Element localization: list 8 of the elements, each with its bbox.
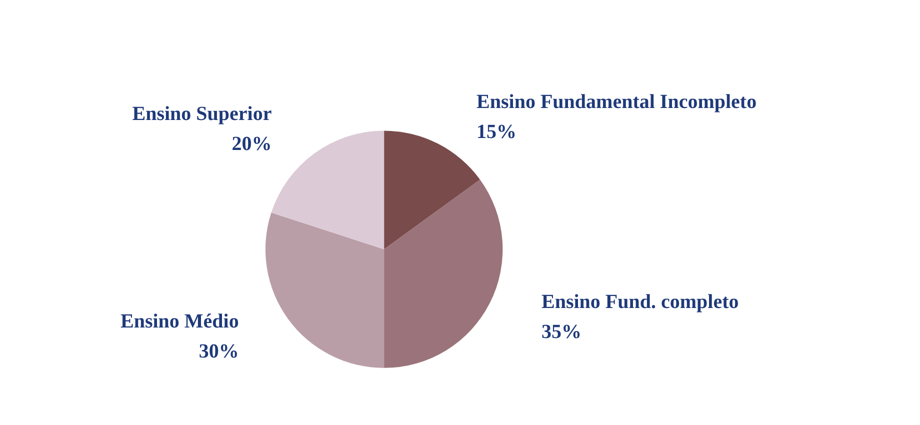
- slice-label: Ensino Fund. completo: [541, 290, 739, 313]
- slice-label: Ensino Superior: [132, 103, 272, 126]
- data-label: 15%: [476, 120, 517, 143]
- slice-label: Ensino Médio: [120, 310, 239, 333]
- data-label: 35%: [541, 320, 582, 343]
- slice-label: Ensino Fundamental Incompleto: [476, 90, 757, 113]
- data-label: 30%: [198, 340, 239, 363]
- data-label: 20%: [232, 133, 272, 156]
